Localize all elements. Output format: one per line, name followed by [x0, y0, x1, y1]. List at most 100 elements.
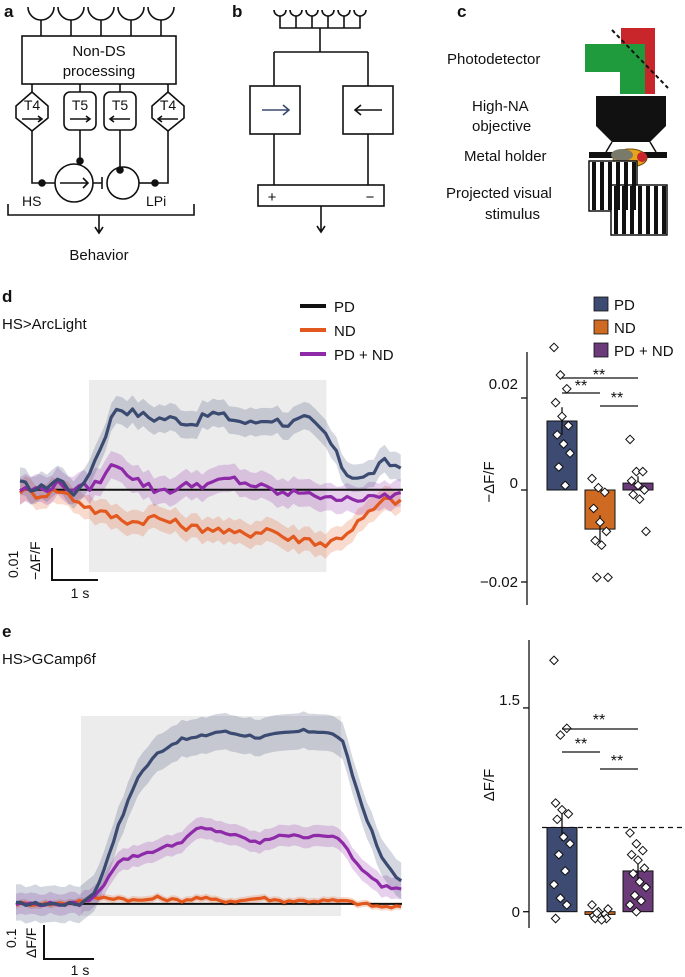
panel-e-tick-1.5: 1.5 [499, 692, 520, 709]
b-box-left [249, 85, 301, 135]
nd-data-point [603, 572, 613, 583]
panel-d-title: HS>ArcLight [2, 316, 87, 333]
pd-data-point [550, 913, 561, 924]
fly-wing [611, 149, 633, 161]
pd-data-point [558, 832, 569, 842]
b-wiring-mid [273, 134, 369, 185]
b-plus: + [268, 189, 277, 206]
bar-legend-nd-swatch [593, 319, 609, 335]
lpi-label: LPi [146, 193, 166, 209]
stimulus-stripe [592, 162, 596, 210]
nd-data-point [595, 517, 605, 528]
pdnd-data-point [626, 849, 637, 860]
legend-pdnd-label: PD + ND [334, 347, 394, 364]
t4-left-arrow-icon [22, 115, 44, 123]
non-ds-processing-box [21, 35, 177, 85]
legend-nd-label: ND [334, 323, 356, 340]
pdnd-data-point [634, 494, 645, 505]
nd-data-point [588, 503, 599, 514]
non-ds-label-2: processing [63, 63, 136, 80]
nd-data-point [587, 899, 597, 910]
pdnd-data-point [628, 868, 639, 879]
pd-data-point [555, 893, 566, 904]
pdnd-data-point [639, 485, 650, 495]
pd-data-point [563, 420, 574, 431]
pdnd-data-point [626, 475, 637, 486]
hs-connections [42, 177, 103, 189]
pd-data-point [553, 462, 564, 472]
t4-right-label: T4 [160, 97, 177, 113]
stimulus-screens [588, 160, 668, 236]
nd-data-point [599, 487, 610, 498]
stimulus-stripe [622, 186, 626, 234]
pd-data-point [565, 448, 575, 459]
nd-sem-band [16, 892, 402, 912]
panel-e-trace-plot [15, 711, 403, 924]
pdnd-data-point [636, 895, 647, 906]
pd-trace-line [15, 727, 403, 908]
pd-data-point [555, 370, 566, 380]
pdnd-data-point [625, 827, 635, 838]
pd-data-point [565, 838, 575, 849]
pd-data-point [560, 865, 571, 876]
panel-e-sig-3: ** [611, 753, 623, 770]
nd-trace-line [18, 486, 402, 549]
b-output-arrow-icon [316, 206, 326, 234]
nd-trace-line [15, 894, 402, 910]
panel-d-scale-bar [51, 548, 98, 581]
pd-data-point [550, 798, 561, 808]
pd-data-point [550, 397, 561, 408]
nd-data-point [601, 526, 612, 537]
objective-label-1: High-NA [472, 98, 529, 115]
pdnd-data-point [641, 526, 651, 537]
bar-legend-pdnd-swatch [593, 342, 609, 358]
stimulus-stripe [654, 186, 658, 234]
panel-letter-c: c [457, 2, 466, 21]
panel-e-tick-0: 0 [512, 904, 520, 921]
stimulus-stripe [630, 186, 634, 234]
pdnd-data-point [631, 838, 642, 849]
stimulus-stripe [600, 162, 604, 210]
pd-data-point [561, 723, 572, 734]
panel-d-scale-y-value: 0.01 [5, 551, 21, 578]
panel-d-sig-1: ** [575, 378, 587, 395]
pdnd-data-point [629, 890, 640, 901]
pd-data-point [561, 383, 572, 394]
panel-e-sig-2: ** [575, 736, 587, 753]
stimulus-label-1: Projected visual [446, 185, 552, 202]
panel-e: e HS>GCamp6f 0.1 ΔF/F 1 s ΔF/F 1.5 0 ** … [2, 622, 685, 977]
pdnd-data-point [628, 489, 639, 500]
bar-legend-pdnd-label: PD + ND [614, 343, 674, 360]
panel-d-sig-2: ** [593, 367, 605, 384]
pd-trace-line [19, 407, 402, 497]
panel-d-tick-0.02: 0.02 [489, 376, 518, 393]
panel-e-scale-x: 1 s [71, 962, 90, 977]
t-cell-wiring [31, 130, 169, 184]
legend-pd-label: PD [334, 299, 355, 316]
pd-data-point [552, 429, 563, 440]
pdnd-sem-band [16, 816, 402, 917]
pd-data-point [557, 411, 567, 422]
pd-data-point [552, 814, 563, 825]
nd-data-point [593, 482, 604, 493]
pdnd-data-point [633, 480, 643, 491]
panel-d-bar-chart [521, 342, 654, 605]
panel-e-title: HS>GCamp6f [2, 651, 97, 668]
synapse-t5-left [76, 157, 84, 165]
panel-c: c Photodetector High-NA objective Metal … [446, 2, 669, 236]
pd-data-point [549, 342, 559, 353]
photoreceptor-arcs [27, 6, 175, 21]
panel-d: d HS>ArcLight PD ND PD + ND 0.01 −ΔF/F 1… [2, 287, 674, 605]
pdnd-data-point [639, 863, 650, 874]
panel-e-scale-y-unit: ΔF/F [23, 928, 39, 958]
t4-right-arrow-icon [156, 115, 178, 123]
pd-data-point [558, 439, 569, 449]
pd-data-point [561, 899, 572, 910]
t4-left-label: T4 [24, 97, 41, 113]
panel-e-bar-ylabel: ΔF/F [481, 769, 498, 802]
b-left-arrow-icon [353, 104, 382, 116]
hs-label: HS [22, 193, 41, 209]
pdnd-data-point [633, 855, 643, 866]
non-ds-label-1: Non-DS [72, 43, 125, 60]
